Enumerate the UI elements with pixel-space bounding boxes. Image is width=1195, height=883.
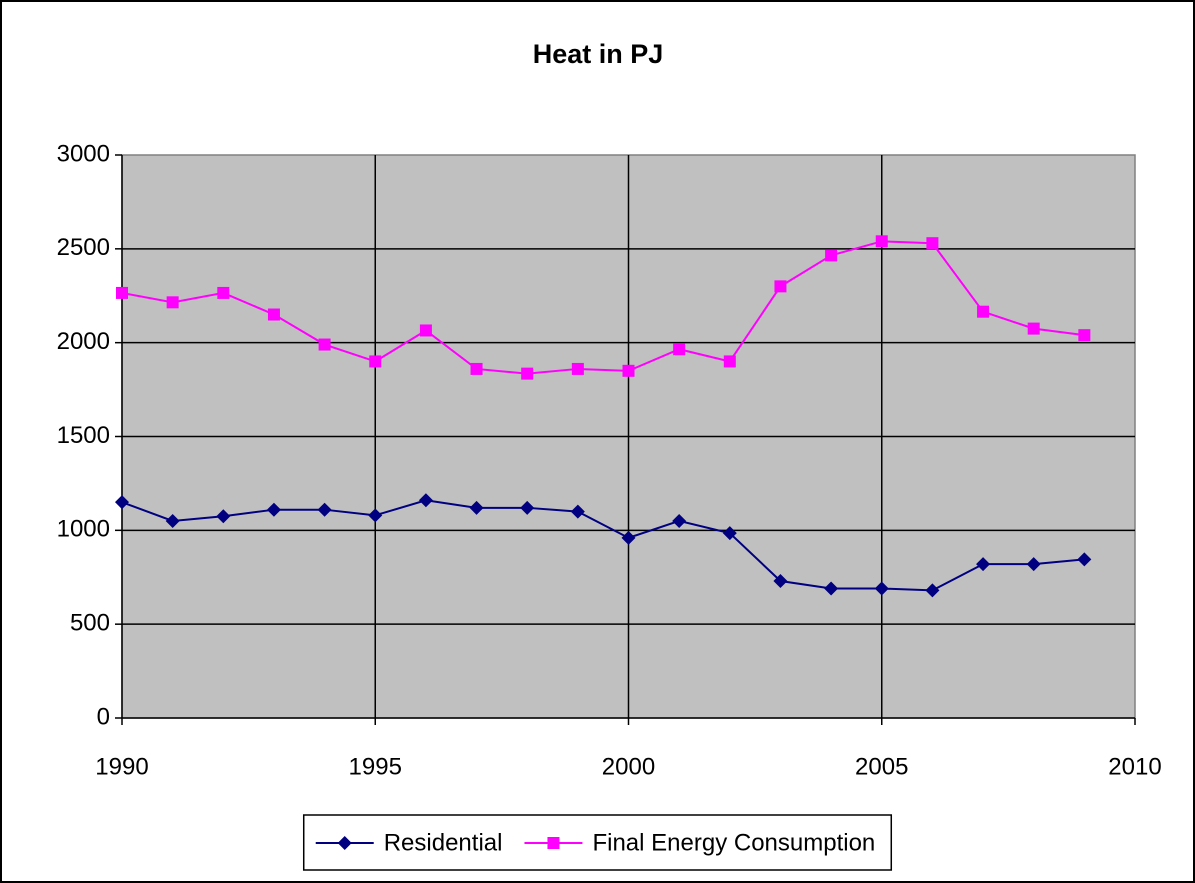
- x-tick-label: 2010: [1108, 753, 1161, 780]
- data-point: [723, 355, 736, 368]
- y-tick-label: 2500: [57, 234, 110, 261]
- data-point: [469, 500, 484, 515]
- data-point: [418, 493, 433, 508]
- legend: Residential Final Energy Consumption: [302, 814, 893, 871]
- data-point: [774, 280, 787, 293]
- x-tick-label: 1995: [349, 753, 402, 780]
- data-point: [368, 508, 383, 523]
- x-tick-label: 2000: [602, 753, 655, 780]
- data-point: [116, 286, 128, 299]
- data-point: [673, 343, 686, 356]
- data-point: [672, 513, 687, 528]
- data-point: [722, 526, 737, 541]
- data-point: [1077, 552, 1092, 567]
- data-point: [115, 495, 129, 510]
- series-line: [121, 240, 1085, 375]
- legend-label: Final Energy Consumption: [592, 829, 875, 856]
- data-point: [1078, 329, 1091, 342]
- data-point: [369, 355, 382, 368]
- data-point: [1027, 322, 1040, 335]
- x-tick-label: 2005: [855, 753, 908, 780]
- data-point: [166, 296, 179, 309]
- data-point: [267, 308, 280, 321]
- legend-item: Residential: [315, 829, 503, 856]
- y-tick-label: 500: [70, 610, 110, 637]
- data-point: [266, 502, 281, 517]
- data-point: [874, 581, 889, 596]
- series-line: [121, 499, 1085, 592]
- data-point: [419, 324, 432, 337]
- y-tick-label: 1000: [57, 516, 110, 543]
- data-point: [521, 367, 534, 380]
- data-point: [217, 286, 230, 299]
- data-point: [570, 504, 585, 519]
- data-point: [571, 362, 584, 375]
- y-tick-label: 3000: [57, 140, 110, 167]
- legend-label: Residential: [384, 829, 503, 856]
- data-point: [470, 362, 483, 375]
- data-point: [875, 235, 888, 248]
- data-point: [216, 509, 231, 524]
- data-point: [824, 581, 839, 596]
- chart-title: Heat in PJ: [533, 39, 664, 69]
- data-point: [925, 583, 940, 598]
- data-point: [317, 502, 332, 517]
- data-point: [773, 574, 788, 589]
- data-point: [1026, 557, 1041, 572]
- y-tick-label: 1500: [57, 422, 110, 449]
- data-point: [977, 305, 990, 318]
- data-point: [318, 338, 331, 351]
- y-tick-label: 0: [97, 703, 110, 730]
- data-point: [165, 513, 180, 528]
- legend-item: Final Energy Consumption: [524, 829, 875, 856]
- data-point: [825, 249, 838, 262]
- data-point: [976, 557, 991, 572]
- data-point: [520, 500, 535, 515]
- legend-box: [302, 814, 893, 871]
- y-tick-label: 2000: [57, 328, 110, 355]
- data-point: [622, 364, 635, 377]
- data-point: [926, 237, 939, 250]
- data-point: [621, 530, 636, 545]
- legend-marker: [547, 837, 560, 849]
- legend-marker: [337, 836, 352, 850]
- x-tick-label: 1990: [95, 753, 148, 780]
